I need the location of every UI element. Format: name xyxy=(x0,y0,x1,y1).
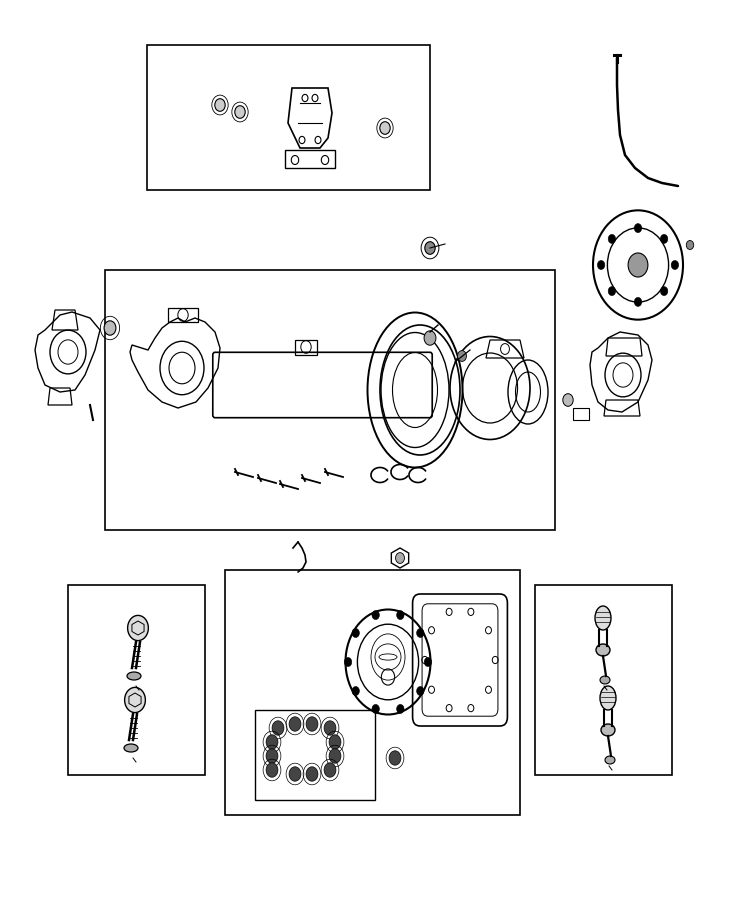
Circle shape xyxy=(299,137,305,144)
Bar xyxy=(285,150,335,168)
Circle shape xyxy=(322,156,329,165)
Circle shape xyxy=(416,628,424,637)
Ellipse shape xyxy=(601,724,615,736)
Circle shape xyxy=(380,122,391,134)
Circle shape xyxy=(425,242,435,255)
Circle shape xyxy=(425,658,432,667)
Circle shape xyxy=(563,393,574,406)
Circle shape xyxy=(372,705,379,714)
Ellipse shape xyxy=(600,686,616,710)
Bar xyxy=(295,340,317,355)
Ellipse shape xyxy=(595,606,611,630)
Circle shape xyxy=(266,763,278,778)
Circle shape xyxy=(215,99,225,112)
Circle shape xyxy=(329,749,341,763)
Circle shape xyxy=(124,688,145,713)
Circle shape xyxy=(235,105,245,118)
Circle shape xyxy=(266,734,278,749)
Circle shape xyxy=(457,351,466,362)
Circle shape xyxy=(597,260,605,269)
Circle shape xyxy=(352,628,359,637)
Ellipse shape xyxy=(600,676,610,684)
Circle shape xyxy=(686,240,694,249)
Circle shape xyxy=(372,610,379,619)
Ellipse shape xyxy=(127,672,141,680)
Circle shape xyxy=(671,260,679,269)
Circle shape xyxy=(324,721,336,735)
Bar xyxy=(225,570,520,815)
Circle shape xyxy=(345,658,352,667)
Circle shape xyxy=(291,156,299,165)
Circle shape xyxy=(306,767,318,781)
Circle shape xyxy=(628,253,648,277)
Circle shape xyxy=(660,286,668,295)
Circle shape xyxy=(634,223,642,232)
Circle shape xyxy=(306,716,318,731)
Bar xyxy=(573,408,589,420)
Circle shape xyxy=(416,687,424,696)
Bar xyxy=(168,308,198,322)
Circle shape xyxy=(329,734,341,749)
Circle shape xyxy=(302,94,308,102)
Bar xyxy=(255,710,375,800)
Circle shape xyxy=(396,610,404,619)
Circle shape xyxy=(104,320,116,335)
Circle shape xyxy=(289,767,301,781)
Circle shape xyxy=(272,721,284,735)
Circle shape xyxy=(352,687,359,696)
Circle shape xyxy=(315,137,321,144)
Circle shape xyxy=(324,763,336,778)
Ellipse shape xyxy=(605,756,615,764)
Circle shape xyxy=(608,234,616,243)
Circle shape xyxy=(634,297,642,306)
Circle shape xyxy=(424,331,436,346)
Bar xyxy=(105,270,555,530)
Circle shape xyxy=(389,751,401,765)
Circle shape xyxy=(289,716,301,731)
Circle shape xyxy=(608,286,616,295)
Circle shape xyxy=(266,749,278,763)
Circle shape xyxy=(312,94,318,102)
Bar xyxy=(535,585,672,775)
Circle shape xyxy=(396,705,404,714)
Circle shape xyxy=(396,553,405,563)
Circle shape xyxy=(660,234,668,243)
Bar xyxy=(147,45,430,190)
Ellipse shape xyxy=(124,744,138,752)
Ellipse shape xyxy=(596,644,610,656)
Bar xyxy=(68,585,205,775)
Circle shape xyxy=(127,616,148,641)
